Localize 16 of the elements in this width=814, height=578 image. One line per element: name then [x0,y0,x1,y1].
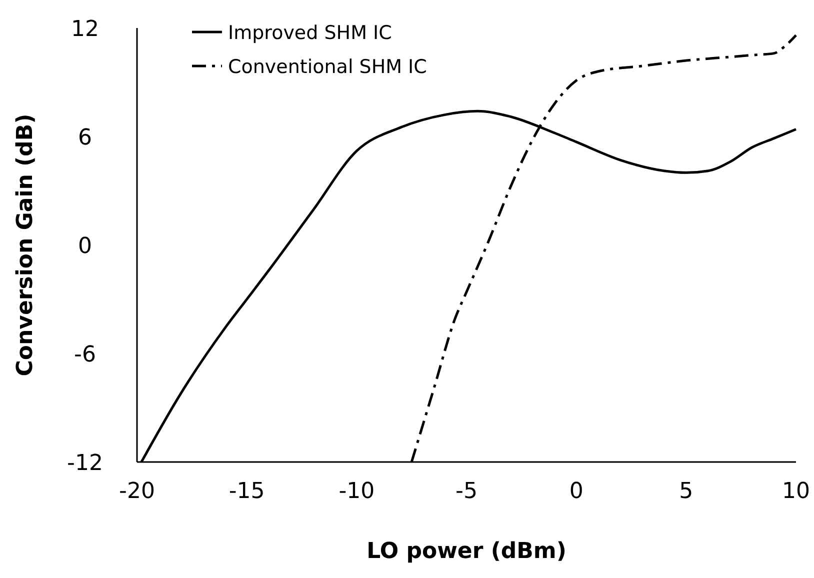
x-tick-label: -5 [456,479,478,504]
x-tick-label: 10 [782,479,810,504]
y-tick-label: 12 [71,17,99,42]
x-tick-label: 5 [679,479,694,504]
y-axis-title: Conversion Gain (dB) [13,114,38,376]
x-tick-label: -20 [119,479,155,504]
x-tick-label: 0 [569,479,584,504]
y-tick-label: -6 [74,342,96,368]
legend-label: Improved SHM IC [228,22,392,44]
x-tick-label: -10 [338,479,375,504]
y-tick-label: 6 [78,126,92,150]
x-axis-title: LO power (dBm) [366,539,566,564]
legend-label: Conventional SHM IC [228,56,427,78]
x-tick-label: -15 [228,479,265,504]
y-tick-label: 0 [78,234,92,259]
y-tick-label: -12 [67,451,103,476]
